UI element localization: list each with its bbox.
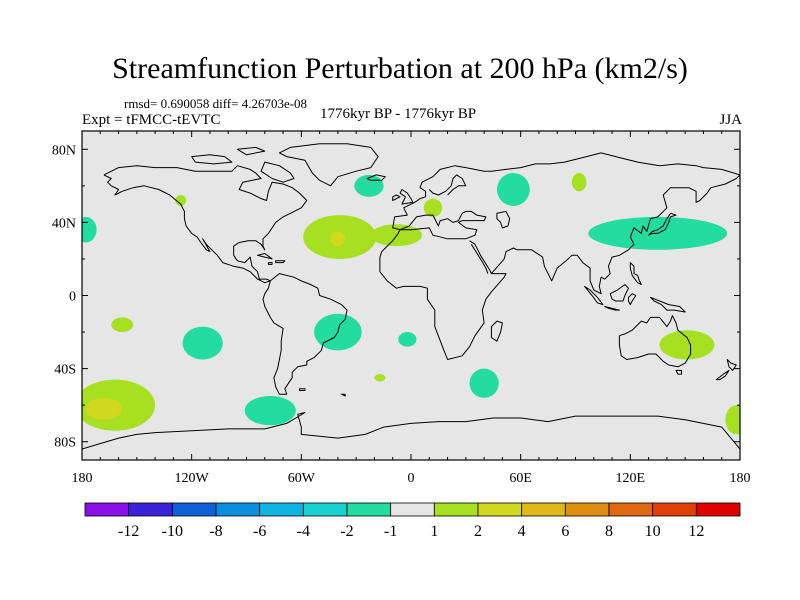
period-label: 1776kyr BP - 1776kyr BP xyxy=(320,106,477,122)
coast-antarctica xyxy=(82,412,740,450)
anomaly-region-7 xyxy=(244,396,296,426)
coast-caspian-sea xyxy=(496,210,511,229)
colorbar-label-6: -1 xyxy=(384,523,397,540)
colorbar: -12 -10 -8 -6 -4 -2 -1 1 2 4 6 8 10 12 xyxy=(84,502,741,540)
x-tick-label: 180 xyxy=(72,471,93,486)
colorbar-swatch-4 xyxy=(259,502,304,517)
x-tick-label: 60E xyxy=(509,471,532,486)
y-tick-label: 80N xyxy=(52,143,76,158)
coast-indonesia xyxy=(584,262,686,313)
coast-red-sea xyxy=(469,240,492,274)
coast-japan xyxy=(648,212,677,236)
colorbar-label-12: 10 xyxy=(645,523,661,540)
colorbar-label-10: 6 xyxy=(561,523,569,540)
anomaly-region-17 xyxy=(496,173,530,206)
colorbar-label-9: 4 xyxy=(518,523,526,540)
coast-south-georgia xyxy=(341,393,346,397)
coast-med-caspian xyxy=(399,210,487,240)
anomaly-region-14 xyxy=(398,332,417,347)
colorbar-swatch-8 xyxy=(433,502,479,517)
y-tick-label: 40S xyxy=(54,363,76,378)
colorbar-swatch-9 xyxy=(477,502,523,517)
coast-eurasia-africa xyxy=(379,152,740,360)
season-label: JJA xyxy=(719,112,742,128)
colorbar-swatch-7 xyxy=(390,502,435,517)
colorbar-label-5: -2 xyxy=(340,523,353,540)
map-background xyxy=(82,131,740,460)
colorbar-swatch-6 xyxy=(346,502,392,517)
colorbar-swatch-2 xyxy=(171,502,217,517)
colorbar-swatch-13 xyxy=(652,502,697,517)
anomaly-region-2 xyxy=(85,397,123,420)
colorbar-swatch-11 xyxy=(564,502,610,517)
colorbar-label-4: -4 xyxy=(297,523,310,540)
colorbar-label-2: -8 xyxy=(209,523,222,540)
rmsd-diff-stats: rmsd= 0.690058 diff= 4.26703e-08 xyxy=(124,96,308,111)
coast-greenland xyxy=(278,143,379,187)
x-tick-label: 60W xyxy=(288,471,316,486)
anomaly-region-4 xyxy=(111,317,134,333)
coast-arctic-islands xyxy=(191,146,266,165)
colorbar-swatch-12 xyxy=(608,502,654,517)
colorbar-label-0: -12 xyxy=(118,523,139,540)
colorbar-swatch-10 xyxy=(521,502,566,517)
x-tick-label: 0 xyxy=(408,471,415,486)
colorbar-label-3: -6 xyxy=(253,523,266,540)
colorbar-label-8: 2 xyxy=(474,523,482,540)
x-tick-label: 180 xyxy=(730,471,751,486)
coast-madagascar xyxy=(490,320,503,342)
coast-falklands xyxy=(299,388,306,391)
x-tick-label: 120W xyxy=(175,471,210,486)
anomaly-region-20 xyxy=(659,330,715,360)
x-tick-label: 120E xyxy=(616,471,646,486)
anomaly-region-12 xyxy=(423,198,443,217)
colorbar-label-11: 8 xyxy=(605,523,613,540)
colorbar-swatch-0 xyxy=(84,502,130,517)
coast-south-america xyxy=(262,273,348,395)
coast-north-america xyxy=(103,165,308,284)
coast-australia xyxy=(618,315,692,368)
experiment-label: Expt = tFMCC-tEVTC xyxy=(82,112,221,128)
coast-british-isles xyxy=(392,189,414,205)
y-tick-label: 0 xyxy=(69,290,76,305)
anomaly-region-3 xyxy=(82,216,97,243)
colorbar-label-7: 1 xyxy=(430,523,438,540)
coast-scandinavia-gulf xyxy=(428,174,467,196)
anomaly-contours xyxy=(82,173,740,435)
y-tick-label: 80S xyxy=(54,436,76,451)
anomaly-region-10 xyxy=(330,231,346,247)
coastlines xyxy=(82,143,740,450)
coast-new-zealand xyxy=(715,359,737,381)
anomaly-region-5 xyxy=(175,194,187,206)
anomaly-region-6 xyxy=(182,326,223,360)
colorbar-label-1: -10 xyxy=(162,523,183,540)
colorbar-swatch-14 xyxy=(695,502,741,517)
anomaly-region-16 xyxy=(469,368,499,398)
colorbar-label-13: 12 xyxy=(688,523,704,540)
anomaly-region-21 xyxy=(725,405,740,435)
map-axes: 180 120W 60W 0 60E 120E 180 80N 40N 0 40S 80S xyxy=(52,131,751,486)
colorbar-swatch-5 xyxy=(302,502,348,517)
coast-iceland xyxy=(366,174,386,181)
y-tick-label: 40N xyxy=(52,216,76,231)
coast-baffin-island xyxy=(260,161,295,183)
colorbar-swatch-3 xyxy=(215,502,261,517)
coast-caribbean-islands xyxy=(257,253,286,265)
anomaly-region-18 xyxy=(571,173,587,192)
anomaly-region-15 xyxy=(374,374,386,382)
coast-tasmania xyxy=(675,369,682,375)
chart-title: Streamfunction Perturbation at 200 hPa (… xyxy=(112,52,688,85)
colorbar-swatch-1 xyxy=(128,502,173,517)
